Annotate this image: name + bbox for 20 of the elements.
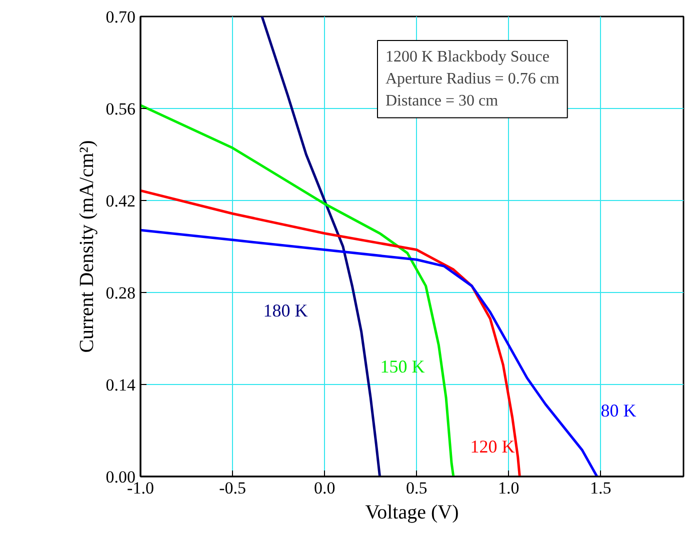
x-tick-label: 0.0 xyxy=(314,478,336,498)
text: 180 K xyxy=(263,300,308,320)
y-axis-title: Current Density (mA/cm²) xyxy=(76,140,98,353)
y-tick-label: 0.56 xyxy=(106,100,136,118)
y-tick-label: 0.42 xyxy=(106,192,136,210)
x-tick-label: 1.5 xyxy=(590,478,612,498)
line-series xyxy=(260,16,382,476)
line-series xyxy=(140,189,521,476)
x-axis-title: Voltage (V) xyxy=(365,502,459,524)
line-series xyxy=(140,228,598,476)
y-tick-label: 0.28 xyxy=(106,284,136,302)
y-tick-label: 0.70 xyxy=(106,8,136,26)
y-tick-label: 0.14 xyxy=(106,376,136,394)
series-label: 80 K xyxy=(600,400,636,420)
annotation: Distance = 30 cm xyxy=(386,92,499,110)
x-tick-label: 1.0 xyxy=(498,478,520,498)
annotation: Aperture Radius = 0.76 cm xyxy=(386,70,560,88)
x-tick-label: 0.5 xyxy=(406,478,428,498)
annotation: 1200 K Blackbody Souce xyxy=(386,48,550,66)
x-tick-label: -0.5 xyxy=(219,478,246,498)
